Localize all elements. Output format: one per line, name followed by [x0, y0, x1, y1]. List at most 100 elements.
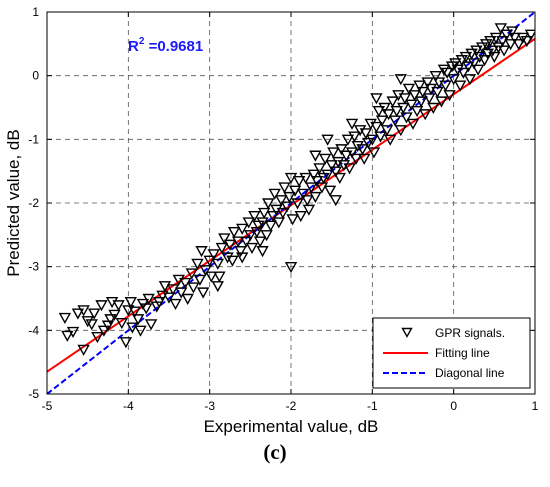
data-point — [386, 96, 399, 108]
data-point — [397, 102, 410, 114]
data-point — [402, 83, 416, 95]
data-point — [462, 61, 475, 73]
legend-label-fitting: Fitting line — [435, 346, 490, 360]
data-point — [348, 131, 361, 143]
data-point — [166, 284, 180, 296]
x-tick-label: -4 — [123, 399, 134, 413]
data-point — [451, 64, 464, 76]
x-tick-label: -5 — [42, 399, 53, 413]
data-point — [366, 134, 379, 146]
data-point — [280, 201, 294, 213]
data-point — [413, 80, 426, 92]
data-point — [61, 330, 74, 342]
data-point — [484, 35, 497, 48]
data-point — [356, 144, 369, 156]
data-point — [400, 112, 413, 124]
data-point — [302, 204, 316, 216]
data-point — [240, 236, 253, 248]
data-point — [463, 74, 477, 86]
data-point — [283, 191, 296, 204]
data-point — [405, 99, 418, 111]
data-point — [97, 325, 111, 337]
data-point — [345, 118, 359, 130]
series-layer — [47, 12, 535, 394]
data-point — [351, 141, 364, 153]
data-point — [231, 236, 245, 248]
data-point — [310, 176, 324, 188]
data-point — [313, 163, 326, 175]
data-point — [91, 332, 104, 344]
data-point — [284, 172, 298, 184]
data-point — [309, 191, 322, 204]
data-point — [353, 125, 367, 137]
data-point — [516, 32, 529, 44]
data-point — [457, 67, 470, 79]
r2-annotation: R2 =0.9681 — [128, 36, 203, 55]
data-point — [345, 147, 359, 159]
data-point — [497, 45, 511, 57]
data-point — [153, 296, 166, 309]
data-point — [480, 39, 493, 51]
data-point — [362, 137, 375, 149]
data-point — [524, 29, 535, 41]
y-tick-label: -5 — [28, 387, 39, 401]
data-point — [453, 80, 467, 92]
data-point — [504, 39, 517, 51]
data-point — [77, 305, 90, 317]
data-point — [506, 26, 519, 38]
data-point — [431, 86, 444, 99]
data-point — [223, 239, 237, 251]
data-point — [416, 86, 429, 99]
y-tick-label: -1 — [28, 132, 39, 146]
data-point — [187, 282, 200, 294]
data-point — [305, 182, 318, 194]
data-point — [343, 163, 356, 175]
data-point — [142, 293, 155, 305]
data-point — [473, 51, 486, 64]
data-point — [520, 35, 534, 48]
data-point — [429, 70, 442, 83]
data-point — [58, 312, 72, 325]
data-point — [278, 182, 291, 194]
data-point — [284, 261, 298, 274]
data-point — [211, 281, 224, 293]
data-point — [215, 242, 229, 255]
data-point — [248, 211, 261, 223]
data-point — [317, 172, 330, 184]
data-point — [419, 109, 432, 121]
data-point — [449, 58, 462, 70]
data-point — [244, 230, 257, 242]
data-point — [321, 169, 334, 181]
data-point — [390, 105, 403, 118]
data-point — [443, 90, 456, 102]
data-point — [467, 58, 481, 70]
data-point — [486, 45, 499, 57]
data-point — [384, 134, 397, 146]
data-point — [276, 207, 290, 219]
data-point — [234, 246, 247, 258]
data-point — [140, 303, 153, 315]
data-point — [455, 55, 468, 67]
data-point — [272, 217, 285, 229]
panel-label: (c) — [263, 440, 287, 464]
data-point — [213, 271, 226, 283]
data-point — [349, 153, 363, 165]
data-point — [85, 319, 98, 331]
data-point — [423, 93, 436, 105]
data-point — [329, 195, 342, 207]
data-point — [268, 188, 281, 200]
data-point — [410, 105, 424, 118]
r2-label: R — [128, 38, 139, 55]
data-point — [318, 153, 332, 165]
data-point — [158, 281, 172, 293]
data-point — [337, 160, 351, 172]
data-point — [380, 125, 394, 137]
r2-superscript: 2 — [139, 36, 145, 47]
data-point — [288, 185, 302, 197]
data-point — [309, 150, 322, 162]
data-point — [367, 147, 381, 159]
data-point — [81, 316, 94, 328]
data-point — [500, 29, 513, 41]
data-point — [124, 296, 137, 309]
x-axis-title: Experimental value, dB — [204, 417, 379, 436]
